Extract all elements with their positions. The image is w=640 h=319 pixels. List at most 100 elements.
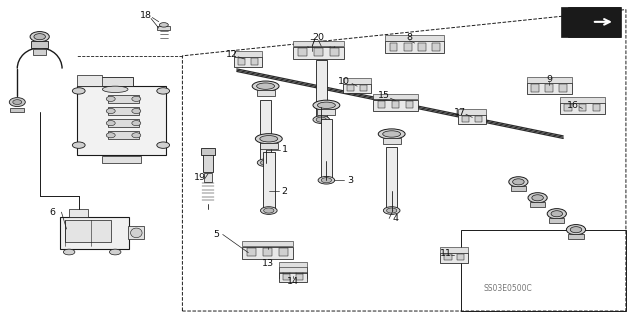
Ellipse shape (109, 249, 121, 255)
Bar (284, 274, 291, 280)
Bar (343, 84, 371, 93)
Bar (343, 78, 371, 84)
Bar (445, 254, 452, 260)
Bar (560, 103, 605, 114)
Text: 13: 13 (262, 259, 273, 268)
Ellipse shape (383, 207, 400, 214)
Ellipse shape (63, 249, 75, 255)
Ellipse shape (157, 88, 170, 94)
Text: 11: 11 (440, 249, 452, 258)
Bar (378, 101, 385, 108)
Bar (296, 274, 303, 280)
Bar (65, 220, 111, 242)
Bar (392, 101, 399, 108)
Bar (549, 218, 564, 223)
Bar (560, 97, 605, 103)
Bar (432, 43, 440, 50)
Bar (360, 85, 367, 91)
Bar (279, 273, 307, 282)
Text: SS03E0500C: SS03E0500C (483, 284, 532, 293)
Bar (564, 104, 572, 111)
Bar (293, 47, 344, 59)
Text: 1: 1 (282, 145, 288, 154)
Text: 19: 19 (194, 173, 205, 182)
Ellipse shape (106, 121, 115, 126)
Bar (476, 116, 483, 122)
Ellipse shape (378, 129, 405, 139)
Bar (457, 254, 465, 260)
Polygon shape (77, 75, 102, 86)
Bar (279, 268, 307, 278)
Bar (559, 85, 567, 92)
Ellipse shape (132, 121, 141, 126)
Ellipse shape (106, 133, 115, 138)
Bar (284, 269, 291, 275)
Bar (203, 153, 213, 172)
Bar (108, 119, 139, 127)
Bar (579, 104, 586, 111)
Ellipse shape (159, 23, 168, 27)
Bar (462, 116, 470, 122)
Bar (128, 226, 145, 239)
Text: 6: 6 (49, 208, 56, 217)
Text: 3: 3 (348, 176, 354, 185)
Bar (321, 119, 332, 180)
Ellipse shape (509, 177, 528, 187)
Ellipse shape (260, 136, 278, 142)
Bar (330, 48, 339, 56)
Bar (31, 41, 48, 48)
Bar (69, 209, 88, 217)
Ellipse shape (72, 88, 85, 94)
Bar (279, 262, 307, 268)
Ellipse shape (318, 176, 335, 184)
Bar (383, 138, 401, 144)
Bar (97, 77, 133, 86)
Text: 2: 2 (281, 187, 287, 196)
Bar (531, 85, 539, 92)
Ellipse shape (34, 34, 45, 40)
Bar (252, 58, 259, 65)
Ellipse shape (387, 208, 397, 213)
Ellipse shape (257, 83, 275, 89)
Bar (296, 269, 303, 275)
Bar (33, 49, 46, 55)
Bar (204, 173, 212, 182)
Ellipse shape (260, 160, 271, 165)
Bar (108, 95, 139, 103)
Polygon shape (77, 86, 166, 155)
Ellipse shape (383, 131, 401, 137)
Ellipse shape (255, 134, 282, 144)
Bar (317, 109, 335, 115)
Text: 4: 4 (392, 214, 399, 223)
Ellipse shape (551, 211, 563, 217)
Ellipse shape (106, 96, 115, 101)
Bar (239, 58, 246, 65)
Bar (102, 156, 141, 163)
Bar (373, 100, 418, 111)
Bar (458, 109, 486, 115)
Text: 17: 17 (454, 108, 465, 117)
Bar (593, 104, 600, 111)
Bar (201, 148, 215, 155)
Bar (108, 131, 139, 139)
Ellipse shape (72, 142, 85, 148)
Bar (440, 253, 468, 263)
Ellipse shape (157, 142, 170, 148)
Bar (568, 6, 620, 37)
Bar (418, 43, 426, 50)
Ellipse shape (9, 98, 26, 107)
Ellipse shape (132, 96, 141, 101)
Ellipse shape (312, 43, 330, 49)
Bar (348, 85, 355, 91)
Ellipse shape (313, 116, 330, 123)
Ellipse shape (532, 195, 543, 201)
Ellipse shape (106, 108, 115, 114)
Text: 18: 18 (140, 11, 152, 20)
Bar (234, 57, 262, 67)
Bar (390, 43, 397, 50)
Bar (263, 152, 275, 211)
Bar (406, 101, 413, 108)
Text: 16: 16 (567, 101, 579, 110)
Bar (440, 247, 468, 253)
Bar (373, 94, 418, 100)
